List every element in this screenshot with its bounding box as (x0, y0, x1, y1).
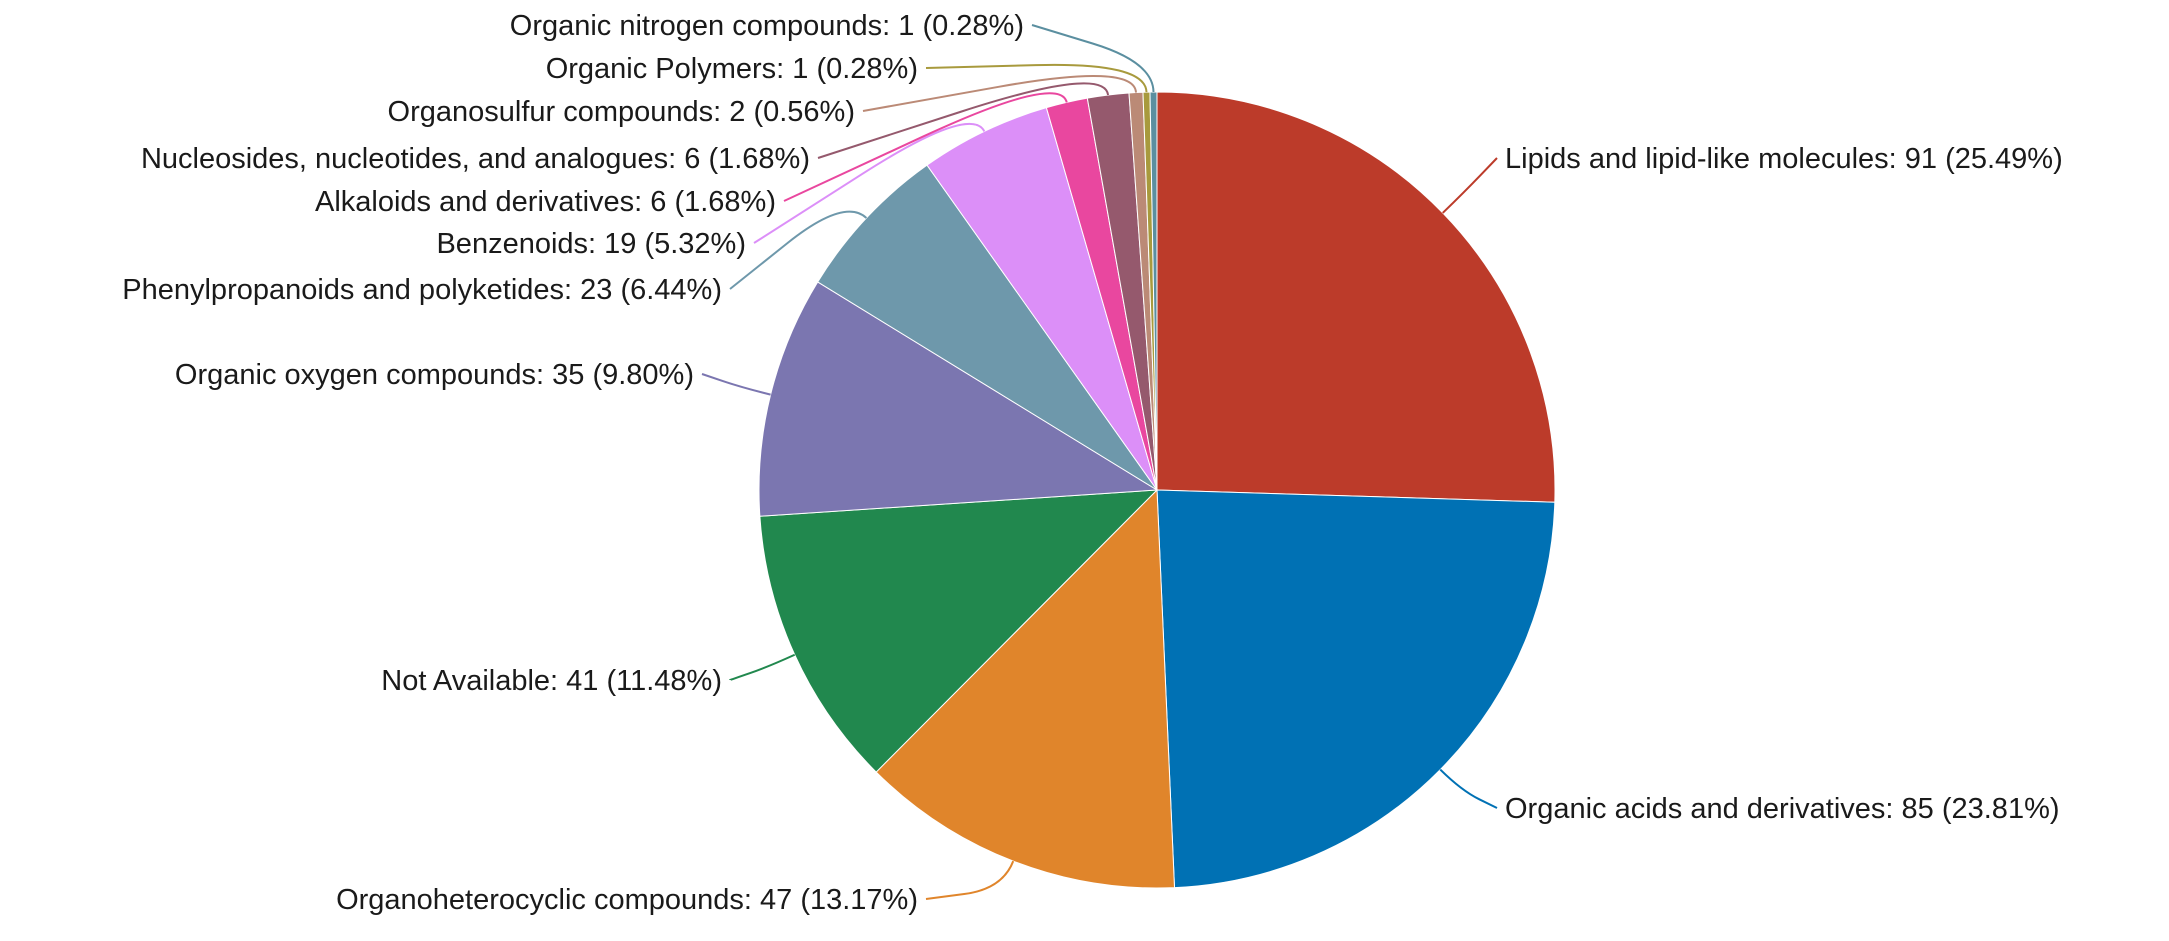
pie-slice-organic-oxygen-compounds (758, 281, 1159, 517)
leader-line-organosulfur-compounds (862, 74, 1137, 112)
leader-line-organic-polymers (925, 63, 1148, 93)
slice-label-organosulfur-compounds: Organosulfur compounds: 2 (0.56%) (388, 96, 855, 128)
slice-label-organic-oxygen-compounds: Organic oxygen compounds: 35 (9.80%) (175, 359, 694, 391)
leader-line-nucleosides-nucleotides-and-analogues (817, 82, 1110, 159)
pie-slice-not-available (759, 489, 1159, 773)
slice-label-organic-polymers: Organic Polymers: 1 (0.28%) (546, 53, 918, 85)
leader-line-alkaloids-and-derivatives (783, 92, 1068, 202)
leader-lines-layer (701, 24, 1499, 900)
slice-label-alkaloids-and-derivatives: Alkaloids and derivatives: 6 (1.68%) (315, 186, 776, 218)
slice-label-organoheterocyclic-compounds: Organoheterocyclic compounds: 47 (13.17%… (336, 884, 918, 916)
leader-line-lipids-and-lipid-like-molecules (1442, 157, 1498, 214)
labels-layer: Lipids and lipid-like molecules: 91 (25.… (122, 10, 2062, 916)
leader-line-organic-acids-and-derivatives (1439, 768, 1499, 809)
slice-label-benzenoids: Benzenoids: 19 (5.32%) (436, 228, 746, 260)
leader-line-phenylpropanoids-and-polyketides (729, 210, 868, 290)
slice-label-nucleosides-nucleotides-and-analogues: Nucleosides, nucleotides, and analogues:… (141, 143, 810, 175)
leader-line-organic-oxygen-compounds (701, 373, 771, 396)
slice-label-organic-acids-and-derivatives: Organic acids and derivatives: 85 (23.81… (1505, 793, 2060, 825)
leader-line-not-available (729, 653, 796, 681)
slice-label-lipids-and-lipid-like-molecules: Lipids and lipid-like molecules: 91 (25.… (1505, 143, 2063, 175)
pie-slice-lipids-and-lipid-like-molecules (1156, 91, 1556, 503)
slice-label-phenylpropanoids-and-polyketides: Phenylpropanoids and polyketides: 23 (6.… (122, 274, 722, 306)
slices-layer (758, 91, 1556, 889)
slice-label-not-available: Not Available: 41 (11.48%) (381, 665, 722, 697)
leader-line-organoheterocyclic-compounds (925, 860, 1015, 900)
leader-line-benzenoids (753, 122, 986, 244)
pie-slice-organic-nitrogen-compounds (1149, 91, 1158, 491)
pie-slice-organic-acids-and-derivatives (1156, 489, 1556, 889)
pie-slice-phenylpropanoids-and-polyketides (817, 164, 1158, 491)
pie-slice-benzenoids (926, 107, 1158, 491)
leader-line-organic-nitrogen-compounds (1031, 24, 1155, 93)
slice-label-organic-nitrogen-compounds: Organic nitrogen compounds: 1 (0.28%) (510, 10, 1024, 42)
